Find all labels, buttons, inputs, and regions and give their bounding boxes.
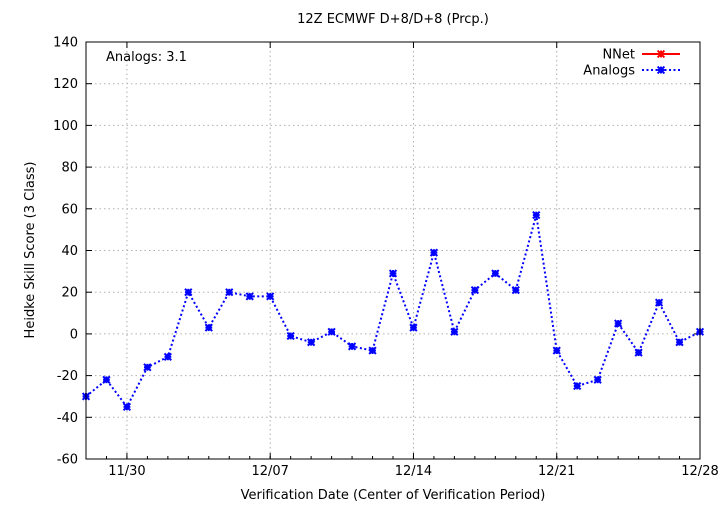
y-tick-label: -40: [57, 411, 78, 426]
y-tick-label: 20: [61, 286, 78, 301]
data-point: [347, 342, 357, 351]
data-point: [225, 288, 234, 297]
y-tick-label: 60: [61, 202, 78, 217]
series-analogs: [81, 210, 705, 411]
data-point: [409, 323, 418, 332]
legend-label: NNet: [602, 48, 635, 63]
data-point: [122, 402, 132, 411]
x-tick-label: 12/07: [251, 464, 288, 479]
data-point: [552, 346, 561, 355]
data-point: [654, 298, 664, 307]
data-point: [307, 338, 316, 347]
data-point: [266, 292, 275, 301]
data-point: [286, 331, 295, 341]
data-point: [143, 363, 152, 372]
data-point: [573, 381, 582, 391]
analogs-score-annotation: Analogs: 3.1: [106, 50, 187, 65]
data-point: [163, 352, 172, 361]
data-point: [470, 286, 479, 295]
data-point: [429, 248, 439, 257]
series-line: [85, 214, 701, 409]
data-point: [184, 288, 193, 297]
data-point: [614, 319, 623, 328]
data-point: [491, 269, 500, 278]
data-point: [511, 286, 520, 295]
x-tick-label: 11/30: [108, 464, 145, 479]
series-layer: [81, 210, 705, 411]
y-tick-label: 40: [61, 244, 78, 259]
chart-title: 12Z ECMWF D+8/D+8 (Prcp.): [297, 12, 489, 27]
legend-entry-nnet: NNet: [602, 48, 680, 63]
grid: [86, 42, 700, 459]
x-axis-label: Verification Date (Center of Verificatio…: [241, 488, 546, 503]
data-point: [327, 327, 336, 336]
data-point: [593, 375, 602, 384]
legend-marker: [656, 65, 666, 75]
y-tick-label: -60: [57, 453, 78, 468]
y-tick-label: 0: [70, 327, 78, 342]
x-tick-label: 12/21: [538, 464, 575, 479]
data-point: [245, 292, 254, 301]
data-point: [532, 210, 541, 220]
y-tick-label: 120: [53, 77, 78, 92]
y-tick-label: 140: [53, 36, 78, 51]
y-axis-label: Heidke Skill Score (3 Class): [23, 162, 38, 339]
data-point: [634, 348, 643, 357]
axis-ticks: -60 -40 -20 0 20 40 60 80 100 120 140 11/30 12/07 12/…: [53, 36, 719, 480]
data-point: [450, 327, 459, 336]
y-tick-label: 80: [61, 161, 78, 176]
data-point: [388, 269, 398, 278]
x-tick-label: 12/28: [681, 464, 718, 479]
legend-label: Analogs: [583, 64, 635, 79]
data-point: [675, 338, 684, 347]
data-point: [204, 323, 213, 332]
plot-frame: [85, 41, 701, 460]
y-tick-label: -20: [57, 369, 78, 384]
y-tick-label: 100: [53, 119, 78, 134]
legend-marker: [656, 49, 666, 59]
data-point: [368, 346, 377, 355]
legend-entry-analogs: Analogs: [583, 64, 680, 79]
x-tick-label: 12/14: [395, 464, 432, 479]
data-point: [102, 375, 111, 384]
